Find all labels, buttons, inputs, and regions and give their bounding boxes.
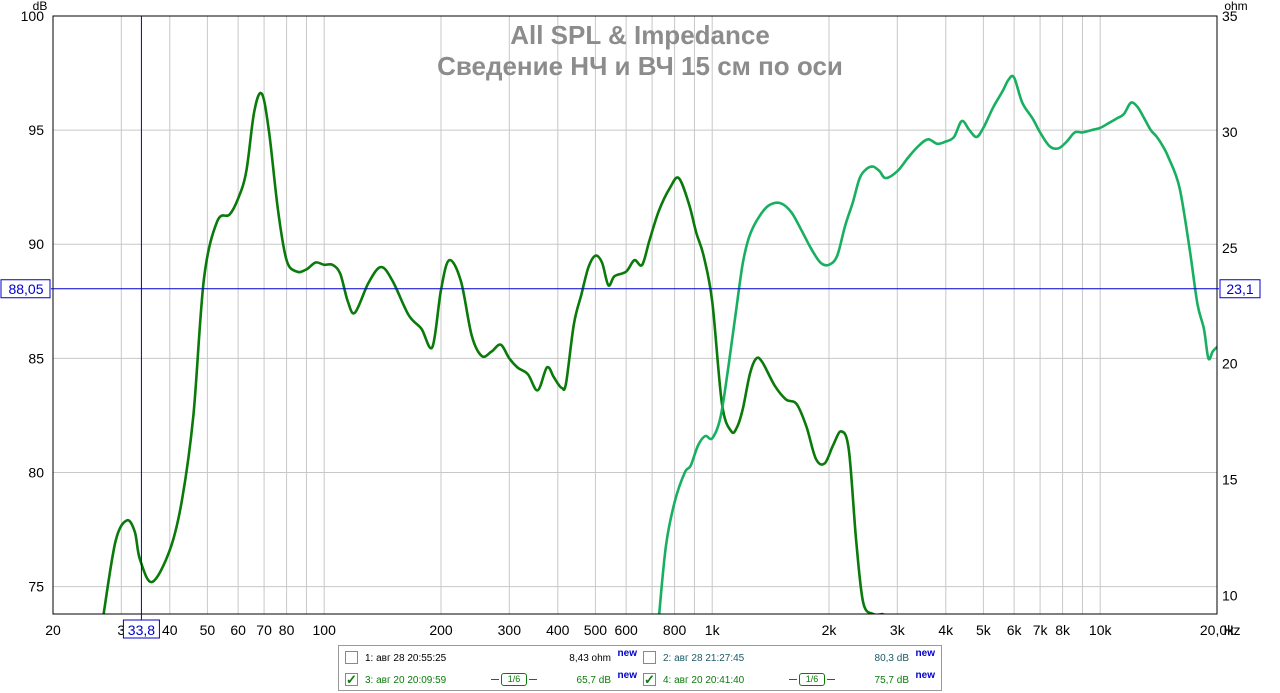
legend-value-3: 65,7 dB xyxy=(576,675,611,686)
legend-item-3[interactable]: ✓ 3: авг 20 20:09:59 1/6 65,7 dB new xyxy=(341,670,639,690)
y-left-tick-label: 85 xyxy=(28,350,44,366)
y-left-tick-label: 90 xyxy=(28,236,44,252)
legend-value-2: 80,3 dB xyxy=(874,653,909,664)
x-tick-label: 80 xyxy=(279,622,295,638)
plot-frame xyxy=(52,15,1218,615)
x-tick-label: 7k xyxy=(1033,622,1049,638)
cursor-x-value: 33,8 xyxy=(128,622,155,638)
cursor-x-readout xyxy=(122,619,160,639)
legend-checkbox-2[interactable] xyxy=(643,651,656,664)
cursor-y-left-value: 88,05 xyxy=(8,281,43,297)
x-tick-label: 4k xyxy=(938,622,954,638)
y-left-tick-label: 95 xyxy=(28,122,44,138)
cursor-y-right-value: 23,1 xyxy=(1226,281,1253,297)
series-line-4 xyxy=(657,74,1217,614)
x-tick-label: 400 xyxy=(546,622,570,638)
x-tick-label: 50 xyxy=(200,622,216,638)
x-tick-label: 20 xyxy=(45,622,61,638)
legend-new-4: new xyxy=(915,670,935,681)
x-tick-label: 10k xyxy=(1089,622,1113,638)
legend-checkbox-1[interactable] xyxy=(345,651,358,664)
x-tick-label: 500 xyxy=(584,622,608,638)
y-right-tick-label: 35 xyxy=(1222,8,1238,24)
x-tick-label: 8k xyxy=(1055,622,1071,638)
y-right-unit-label: ohm xyxy=(1224,0,1247,13)
y-left-axis-ticks: 100 95 90 85 80 75 xyxy=(21,8,45,595)
legend-smoothing-4[interactable]: 1/6 xyxy=(799,673,825,686)
y-right-tick-label: 15 xyxy=(1222,472,1238,488)
x-axis-ticks: 20 3 40 50 60 70 80 100 200 300 400 500 600 800 1k 2k 3k… xyxy=(45,622,1235,638)
cursor-y-left-readout xyxy=(0,279,51,299)
x-tick-label: 1k xyxy=(705,622,721,638)
cursor-y-right-readout xyxy=(1219,279,1261,299)
x-tick-label: 2k xyxy=(822,622,838,638)
x-tick-label: 6k xyxy=(1007,622,1023,638)
y-right-tick-label: 25 xyxy=(1222,240,1238,256)
legend-new-3: new xyxy=(617,670,637,681)
x-tick-label: 3k xyxy=(890,622,906,638)
legend-checkbox-4[interactable]: ✓ xyxy=(643,672,656,687)
legend-new-1: new xyxy=(617,648,637,659)
legend-name-3: 3: авг 20 20:09:59 xyxy=(365,675,447,686)
legend-panel: 1: авг 28 20:55:25 8,43 ohm new 2: авг 2… xyxy=(338,645,942,691)
y-right-tick-label: 30 xyxy=(1222,124,1238,140)
plot-area[interactable] xyxy=(53,16,1217,614)
chart-title: All SPL & Impedance xyxy=(510,20,770,50)
y-right-axis-ticks: 35 30 25 20 15 10 xyxy=(1222,8,1238,603)
legend-line-swatch-4a xyxy=(789,679,797,680)
x-tick-label: 60 xyxy=(230,622,246,638)
legend-smoothing-3[interactable]: 1/6 xyxy=(501,673,527,686)
x-tick-label: 200 xyxy=(429,622,453,638)
legend-item-1[interactable]: 1: авг 28 20:55:25 8,43 ohm new xyxy=(341,648,639,668)
x-tick-label: 70 xyxy=(256,622,272,638)
legend-name-1: 1: авг 28 20:55:25 xyxy=(365,653,447,664)
legend-checkbox-3[interactable]: ✓ xyxy=(345,672,358,687)
x-tick-label: 3 xyxy=(117,622,125,638)
legend-new-2: new xyxy=(915,648,935,659)
x-tick-label: 800 xyxy=(663,622,687,638)
x-tick-label: 40 xyxy=(162,622,178,638)
legend-line-swatch-3a xyxy=(491,679,499,680)
y-left-tick-label: 100 xyxy=(21,8,45,24)
y-right-tick-label: 20 xyxy=(1222,356,1238,372)
x-tick-label: 20,0k xyxy=(1200,622,1235,638)
x-tick-label: 5k xyxy=(976,622,992,638)
legend-value-4: 75,7 dB xyxy=(874,675,909,686)
legend-name-4: 4: авг 20 20:41:40 xyxy=(663,675,745,686)
y-left-tick-label: 75 xyxy=(28,579,44,595)
legend-name-2: 2: авг 28 21:27:45 xyxy=(663,653,745,664)
legend-value-1: 8,43 ohm xyxy=(569,653,611,664)
y-right-tick-label: 10 xyxy=(1222,587,1238,603)
chart-subtitle: Сведение НЧ и ВЧ 15 см по оси xyxy=(437,51,843,81)
x-tick-label: 300 xyxy=(498,622,522,638)
y-left-unit-label: dB xyxy=(33,0,48,13)
x-tick-label: 100 xyxy=(313,622,337,638)
series-line-3 xyxy=(102,91,884,614)
legend-line-swatch-3b xyxy=(529,679,537,680)
y-left-tick-label: 80 xyxy=(28,464,44,480)
x-tick-label: 600 xyxy=(614,622,638,638)
legend-line-swatch-4b xyxy=(827,679,835,680)
series-lines xyxy=(102,74,1217,614)
legend-item-4[interactable]: ✓ 4: авг 20 20:41:40 1/6 75,7 dB new xyxy=(639,670,937,690)
x-axis-unit-label: Hz xyxy=(1223,622,1240,638)
legend-item-2[interactable]: 2: авг 28 21:27:45 80,3 dB new xyxy=(639,648,937,668)
cursor[interactable]: 88,05 23,1 33,8 xyxy=(0,16,1261,639)
